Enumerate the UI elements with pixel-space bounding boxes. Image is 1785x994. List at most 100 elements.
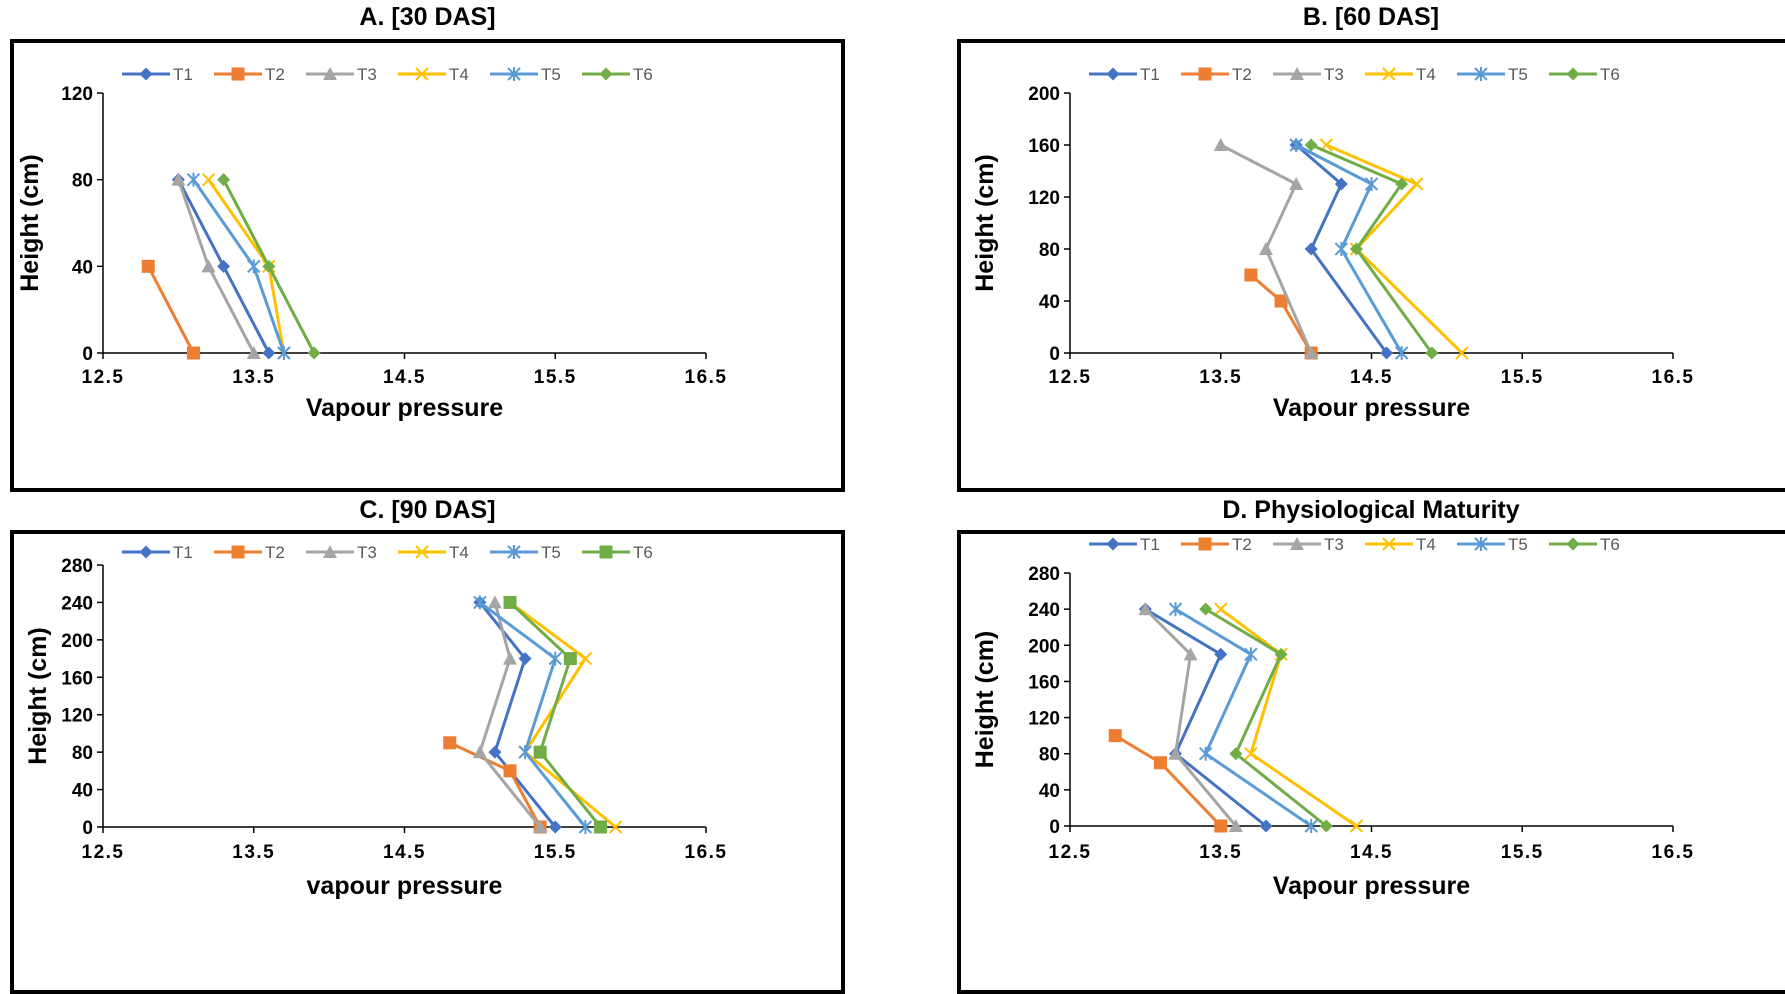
y-tick-label: 160 <box>61 668 93 689</box>
data-point <box>1319 819 1333 833</box>
chart-title: A. [30 DAS] <box>359 3 496 31</box>
data-point <box>262 346 276 360</box>
data-point <box>1349 242 1363 256</box>
data-point <box>141 259 155 273</box>
chart-frame: 0 40 80 120 12.5 13.5 14.5 15.5 16.5 Vapour press… <box>10 39 845 492</box>
data-point <box>1259 819 1273 833</box>
data-point <box>1183 647 1198 661</box>
data-point <box>1364 177 1379 191</box>
y-tick-label: 80 <box>72 743 93 764</box>
y-tick-label: 0 <box>82 818 93 839</box>
y-tick-label: 280 <box>61 556 93 577</box>
data-point <box>201 172 216 187</box>
legend: T1 T2 T3 T4 T5 T6 <box>122 543 653 562</box>
legend-label: T5 <box>1508 65 1528 84</box>
data-point <box>1395 177 1409 191</box>
legend-marker <box>139 545 153 559</box>
legend-marker <box>1198 67 1212 81</box>
data-point <box>1394 346 1409 360</box>
chart-frame: 0 40 80 120 160 200 240 280 12.5 13.5 14.5 15.5 16.5… <box>10 530 845 994</box>
legend-label: T3 <box>357 65 377 84</box>
y-axis-label: Height (cm) <box>971 631 999 769</box>
legend-marker <box>599 67 613 81</box>
legend-marker <box>1290 537 1304 550</box>
data-point <box>518 652 532 666</box>
legend-label: T1 <box>173 65 193 84</box>
series-t5 <box>473 595 593 834</box>
chart-title: D. Physiological Maturity <box>1222 496 1520 524</box>
data-point <box>503 651 518 665</box>
series-line <box>1144 607 1267 828</box>
series-line <box>1144 608 1237 827</box>
data-point <box>1198 746 1213 761</box>
x-tick-label: 15.5 <box>534 842 577 863</box>
y-tick-label: 120 <box>1028 188 1060 209</box>
chart-panel-a: A. [30 DAS] 0 40 80 120 12.5 13.5 14.5 15.5 16.5… <box>10 0 845 492</box>
legend-label: T1 <box>1140 65 1160 84</box>
data-point <box>488 745 502 759</box>
x-tick-label: 14.5 <box>1350 367 1393 388</box>
legend-marker <box>1106 537 1120 551</box>
data-point <box>1244 647 1258 662</box>
data-point <box>578 651 593 666</box>
legend-label: T5 <box>541 65 561 84</box>
legend-marker <box>507 67 521 81</box>
data-point <box>217 259 231 273</box>
data-point <box>1455 346 1469 360</box>
data-point <box>1380 346 1394 360</box>
x-tick-label: 15.5 <box>534 367 577 388</box>
series-t5 <box>1289 138 1409 360</box>
data-point <box>503 595 517 609</box>
x-tick-label: 14.5 <box>383 367 426 388</box>
data-point <box>518 745 532 760</box>
data-point <box>563 652 577 666</box>
y-tick-label: 0 <box>1049 817 1060 838</box>
y-tick-label: 200 <box>1028 636 1060 657</box>
y-tick-label: 40 <box>1039 781 1060 802</box>
y-tick-label: 80 <box>1039 240 1060 261</box>
legend-label: T6 <box>1600 65 1620 84</box>
x-tick-label: 13.5 <box>232 842 275 863</box>
x-axis-label: vapour pressure <box>307 872 503 900</box>
x-axis-label: Vapour pressure <box>306 394 503 422</box>
x-axis-label: Vapour pressure <box>1273 872 1470 900</box>
legend-marker <box>323 67 337 80</box>
legend-marker <box>1566 537 1580 551</box>
x-tick-label: 16.5 <box>685 367 728 388</box>
legend-marker <box>1474 537 1488 551</box>
data-point <box>171 172 186 186</box>
y-tick-label: 40 <box>72 781 93 802</box>
legend-marker <box>1198 537 1212 551</box>
y-tick-label: 160 <box>1028 136 1060 157</box>
legend-label: T2 <box>1232 65 1252 84</box>
series-t6 <box>503 595 607 834</box>
series-t3 <box>171 172 261 359</box>
data-point <box>1289 138 1303 152</box>
y-tick-label: 80 <box>1039 745 1060 766</box>
data-point <box>277 346 291 360</box>
data-point <box>487 595 502 609</box>
data-point <box>1108 729 1122 743</box>
legend-label: T2 <box>1232 535 1252 554</box>
x-tick-label: 16.5 <box>685 842 728 863</box>
data-point <box>1153 756 1167 770</box>
data-point <box>1214 819 1228 833</box>
y-tick-label: 240 <box>61 593 93 614</box>
legend: T1 T2 T3 T4 T5 T6 <box>122 65 653 84</box>
y-tick-label: 120 <box>61 706 93 727</box>
y-tick-label: 120 <box>1028 709 1060 730</box>
legend-label: T5 <box>1508 535 1528 554</box>
legend-marker <box>1290 67 1304 80</box>
series-line <box>478 602 542 828</box>
data-point <box>1214 602 1228 616</box>
series-t2 <box>141 259 200 360</box>
x-tick-label: 12.5 <box>1049 842 1092 863</box>
legend-label: T3 <box>357 543 377 562</box>
y-tick-label: 240 <box>1028 600 1060 621</box>
data-point <box>1289 177 1304 190</box>
series-t6 <box>1304 138 1439 360</box>
x-tick-label: 16.5 <box>1652 367 1695 388</box>
series-line <box>509 601 602 828</box>
series-line <box>146 265 195 354</box>
data-point <box>186 346 200 360</box>
